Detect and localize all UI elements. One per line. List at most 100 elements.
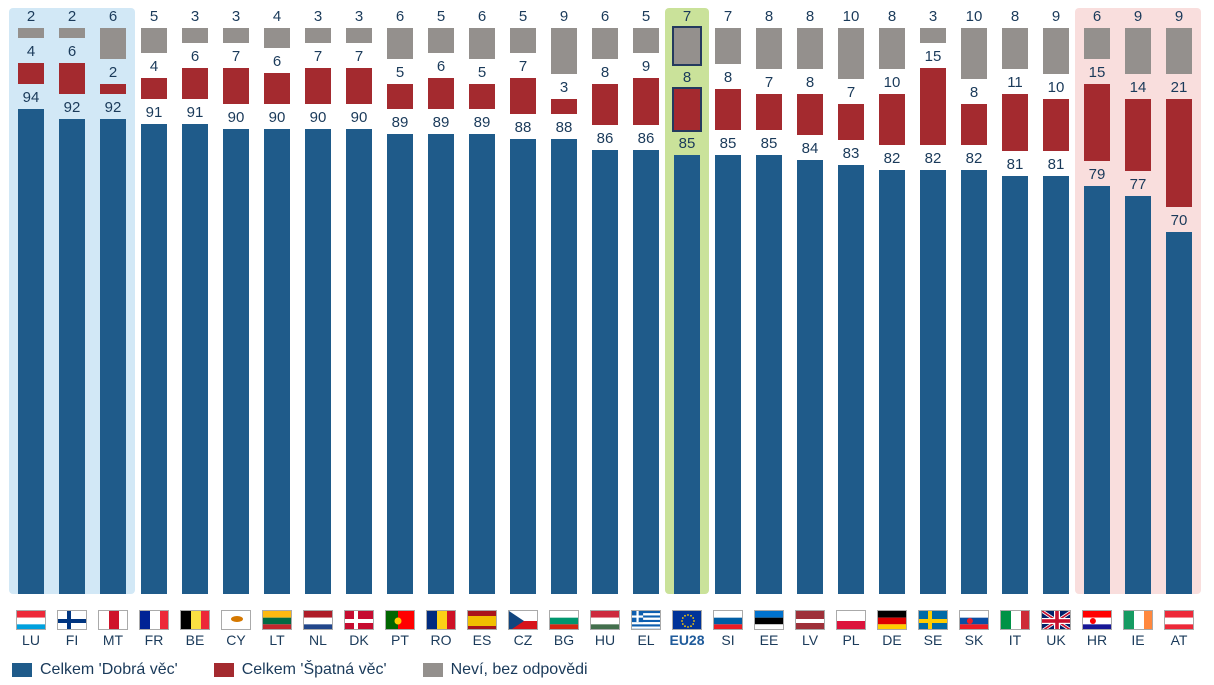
bar-segment <box>1084 84 1110 161</box>
legend-label: Celkem 'Dobrá věc' <box>40 661 178 679</box>
legend-item: Celkem 'Špatná věc' <box>214 661 387 679</box>
value-label: 15 <box>1078 65 1116 80</box>
bar-segment <box>510 78 536 114</box>
bar-column: 8965 <box>422 0 460 594</box>
bar-segment <box>961 104 987 145</box>
bar-segment <box>838 28 864 80</box>
bar-segment <box>18 109 44 595</box>
value-label: 6 <box>176 49 214 64</box>
value-label: 6 <box>381 9 419 24</box>
bar-column: 82153 <box>914 0 952 594</box>
value-label: 7 <box>217 49 255 64</box>
bar-segment <box>838 165 864 594</box>
value-label: 82 <box>955 151 993 166</box>
value-label: 10 <box>1037 80 1075 95</box>
country-cell: NL <box>299 610 337 648</box>
bar-segment <box>387 134 413 594</box>
bar-segment <box>469 134 495 594</box>
bar-segment <box>59 28 85 38</box>
country-code-label: FI <box>53 632 91 648</box>
value-label: 7 <box>832 85 870 100</box>
country-code-label: LV <box>791 632 829 648</box>
value-label: 15 <box>914 49 952 64</box>
country-code-label: LT <box>258 632 296 648</box>
country-code-label: DK <box>340 632 378 648</box>
bar-segment <box>346 129 372 594</box>
country-cell: DE <box>873 610 911 648</box>
bar-segment <box>838 104 864 140</box>
value-label: 10 <box>832 9 870 24</box>
value-label: 6 <box>258 54 296 69</box>
value-label: 2 <box>94 65 132 80</box>
bar-column: 9262 <box>53 0 91 594</box>
country-code-label: DE <box>873 632 911 648</box>
eu-segment-outline <box>672 87 702 132</box>
value-label: 3 <box>340 9 378 24</box>
value-label: 8 <box>996 9 1034 24</box>
country-code-label: RO <box>422 632 460 648</box>
country-cell: BE <box>176 610 214 648</box>
country-cell: HR <box>1078 610 1116 648</box>
value-label: 3 <box>299 9 337 24</box>
bar-segment <box>551 139 577 594</box>
value-label: 82 <box>873 151 911 166</box>
bg-flag-icon <box>549 610 579 630</box>
bar-segment <box>59 63 85 94</box>
value-label: 88 <box>504 120 542 135</box>
ro-flag-icon <box>426 610 456 630</box>
value-label: 85 <box>668 136 706 151</box>
value-label: 7 <box>340 49 378 64</box>
value-label: 9 <box>1160 9 1198 24</box>
value-label: 6 <box>94 9 132 24</box>
value-label: 91 <box>135 105 173 120</box>
country-code-label: EE <box>750 632 788 648</box>
bar-segment <box>1125 99 1151 171</box>
bar-segment <box>797 94 823 135</box>
value-label: 8 <box>791 75 829 90</box>
plot-area: 9442926292269145916390739064907390738956… <box>12 0 1202 610</box>
country-code-label: ES <box>463 632 501 648</box>
country-code-label: FR <box>135 632 173 648</box>
value-label: 10 <box>873 75 911 90</box>
value-label: 14 <box>1119 80 1157 95</box>
country-code-label: SI <box>709 632 747 648</box>
cz-flag-icon <box>508 610 538 630</box>
bar-segment <box>756 28 782 69</box>
bar-column: 79156 <box>1078 0 1116 594</box>
value-label: 6 <box>422 59 460 74</box>
lv-flag-icon <box>795 610 825 630</box>
value-label: 89 <box>422 115 460 130</box>
country-cell: UK <box>1037 610 1075 648</box>
legend-swatch <box>423 663 443 677</box>
value-label: 8 <box>586 65 624 80</box>
bar-segment <box>920 68 946 145</box>
country-cell: IE <box>1119 610 1157 648</box>
country-cell: LU <box>12 610 50 648</box>
bar-segment <box>797 160 823 594</box>
country-code-label: SE <box>914 632 952 648</box>
value-label: 4 <box>135 59 173 74</box>
bar-segment <box>469 84 495 110</box>
eu-flag-icon <box>672 610 702 630</box>
value-label: 90 <box>217 110 255 125</box>
bar-column: 70219 <box>1160 0 1198 594</box>
be-flag-icon <box>180 610 210 630</box>
bar-segment <box>715 155 741 594</box>
mt-flag-icon <box>98 610 128 630</box>
value-label: 86 <box>627 131 665 146</box>
country-cell: RO <box>422 610 460 648</box>
bar-segment <box>264 129 290 594</box>
value-label: 81 <box>996 157 1034 172</box>
pl-flag-icon <box>836 610 866 630</box>
bar-column: 82108 <box>873 0 911 594</box>
bar-segment <box>1002 94 1028 151</box>
bar-column: 81109 <box>1037 0 1075 594</box>
bar-column: 9073 <box>217 0 255 594</box>
bar-segment <box>59 119 85 594</box>
country-code-label: SK <box>955 632 993 648</box>
value-label: 89 <box>463 115 501 130</box>
country-cell: PL <box>832 610 870 648</box>
country-cell: MT <box>94 610 132 648</box>
bar-column: 9145 <box>135 0 173 594</box>
legend: Celkem 'Dobrá věc'Celkem 'Špatná věc'Nev… <box>12 658 1202 682</box>
